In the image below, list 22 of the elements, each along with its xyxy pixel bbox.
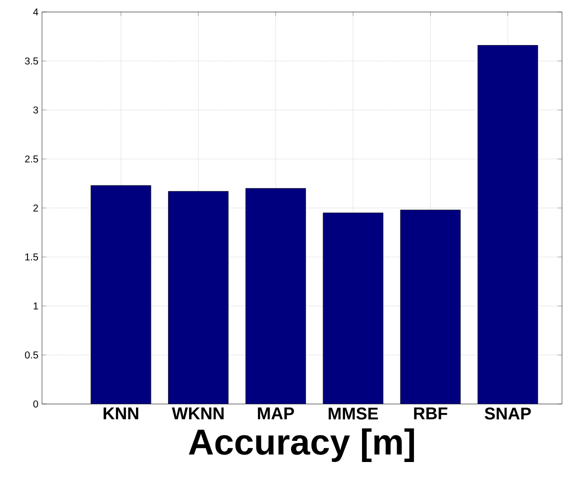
bar (246, 188, 306, 404)
y-tick-label: 2 (33, 204, 38, 212)
x-tick-label: MMSE (328, 408, 378, 420)
x-axis-title: Accuracy [m] (188, 428, 414, 462)
y-tick-label: 1.5 (25, 253, 38, 260)
bar (168, 191, 228, 404)
bar (400, 210, 460, 404)
x-tick-label: KNN (104, 408, 138, 420)
y-tick-label: 0 (33, 400, 38, 408)
y-tick-label: 2.5 (25, 155, 38, 163)
y-tick-label: 3 (33, 106, 38, 114)
x-tick-label: SNAP (484, 408, 531, 420)
x-tick-label: WKNN (172, 408, 224, 420)
bar (323, 212, 384, 404)
y-tick-label: 3.5 (24, 57, 38, 65)
x-tick-label: RBF (414, 408, 448, 420)
x-tick-label: MAP (258, 408, 294, 420)
y-tick-label: 1 (34, 302, 38, 310)
bar (478, 45, 538, 404)
y-tick-label: 4 (33, 8, 38, 16)
y-tick-label: 0.5 (24, 351, 38, 359)
bar (90, 185, 151, 404)
